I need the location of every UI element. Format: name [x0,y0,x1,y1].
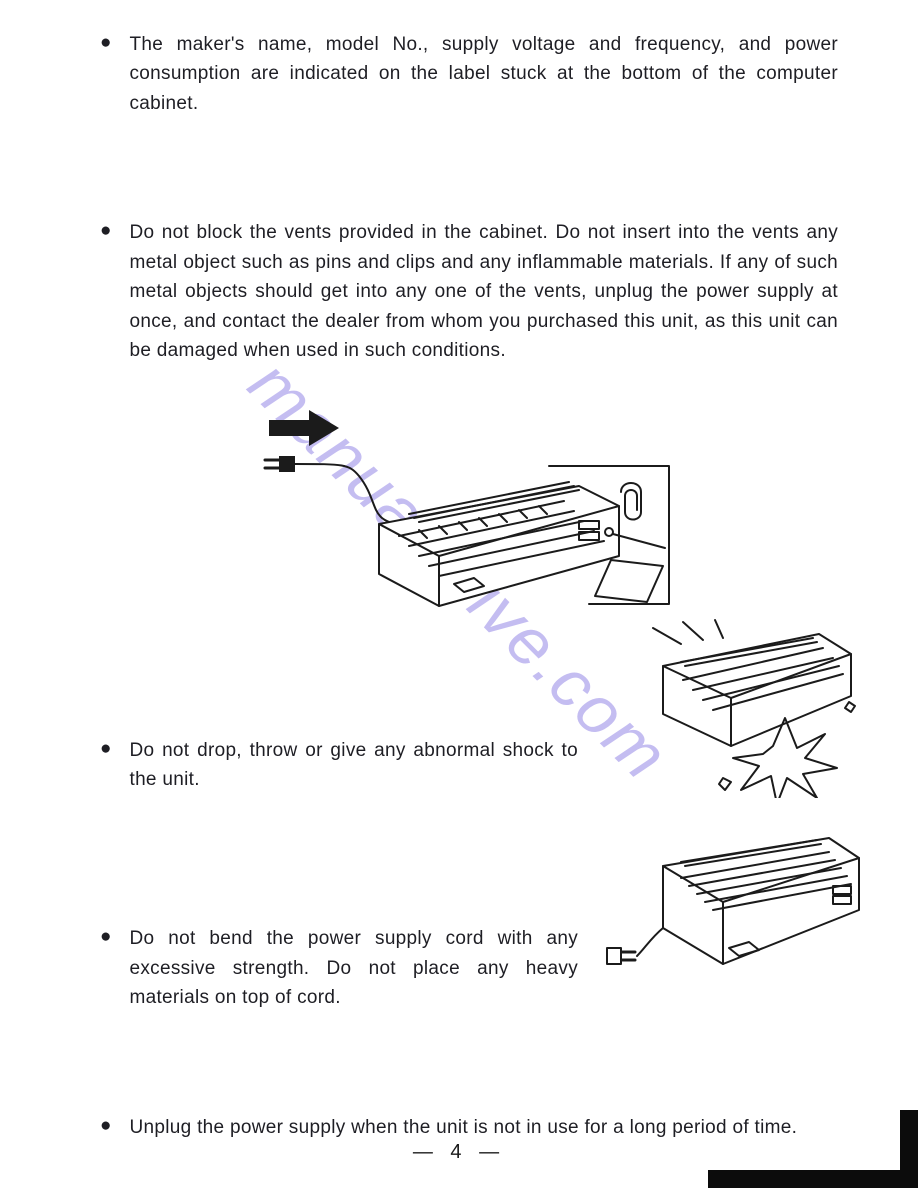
bullet-text-5: Unplug the power supply when the unit is… [129,1113,797,1142]
manual-page: manualshive.com ● The maker's name, mode… [0,0,918,1188]
page-number: — 4 — [413,1141,505,1163]
bullet-text-1: The maker's name, model No., supply volt… [129,30,838,118]
scan-corner-artifact [708,1170,918,1188]
bullet-glyph: ● [100,927,111,946]
bullet-glyph: ● [100,221,111,240]
bullet-glyph: ● [100,739,111,758]
spacer [100,1053,838,1113]
illustration-vents [249,406,689,616]
page-number-wrap: — 4 — [0,1141,918,1164]
bullet-item-1: ● The maker's name, model No., supply vo… [100,30,838,118]
bullet-item-2: ● Do not block the vents provided in the… [100,218,838,365]
illustration-shock [623,618,863,798]
bullet-glyph: ● [100,33,111,52]
bullet-glyph: ● [100,1116,111,1135]
bullet-text-2: Do not block the vents provided in the c… [129,218,838,365]
bullet-text-4: Do not bend the power supply cord with a… [129,924,578,1012]
spacer [100,158,838,218]
bullet-text-3: Do not drop, throw or give any abnormal … [129,736,578,795]
bullet-item-5: ● Unplug the power supply when the unit … [100,1113,838,1142]
illustration-cord [603,830,863,980]
